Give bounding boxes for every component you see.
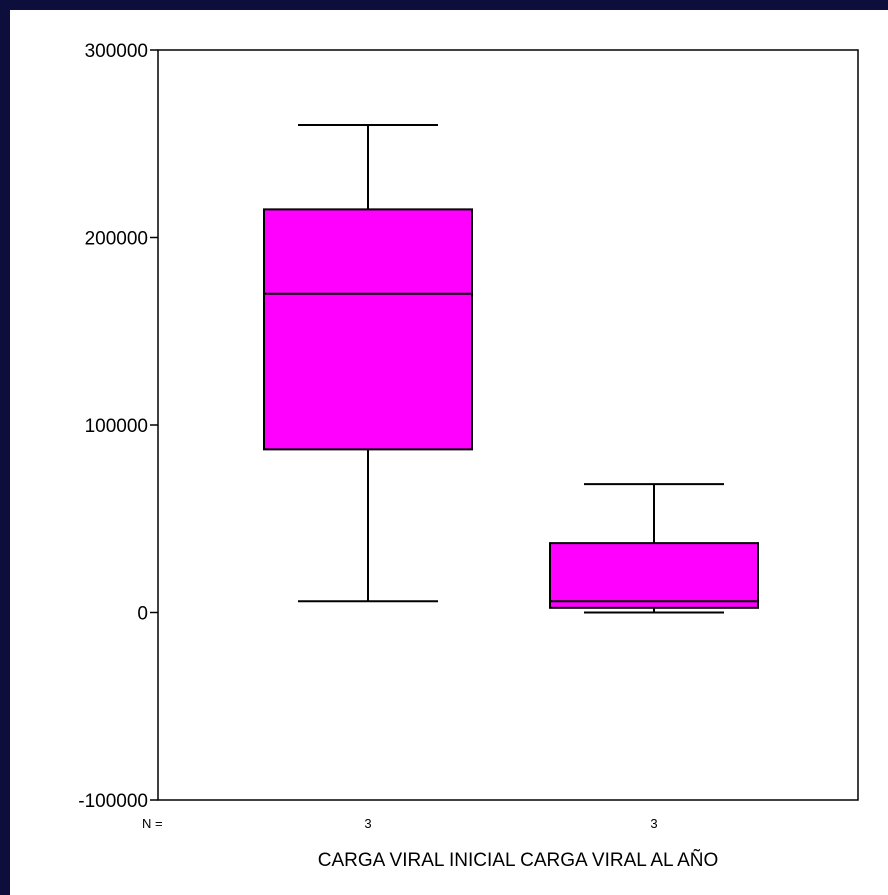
box-series xyxy=(263,124,759,614)
boxplot-chart: -100000 0 100000 200000 300000 N = 3 3 CARGA … xyxy=(78,41,859,871)
x-axis-title: CARGA VIRAL INICIAL CARGA VIRAL AL AÑO xyxy=(318,849,719,871)
chart-canvas: -100000 0 100000 200000 300000 N = 3 3 CARGA … xyxy=(10,10,888,895)
y-axis: -100000 0 100000 200000 300000 xyxy=(78,41,158,812)
y-tick-label: 100000 xyxy=(85,416,148,437)
y-tick-label: 0 xyxy=(137,604,148,625)
iqr-box xyxy=(263,208,473,451)
box-group xyxy=(263,124,473,603)
y-tick-label: 200000 xyxy=(85,229,148,250)
iqr-box xyxy=(549,542,759,609)
n-count-label: 3 xyxy=(364,816,371,831)
n-count-label: 3 xyxy=(650,816,657,831)
n-count-row: N = 3 3 xyxy=(142,816,658,831)
box-group xyxy=(549,483,759,614)
n-prefix-label: N = xyxy=(142,816,163,831)
y-tick-label: -100000 xyxy=(78,791,148,812)
y-tick-label: 300000 xyxy=(85,41,148,62)
